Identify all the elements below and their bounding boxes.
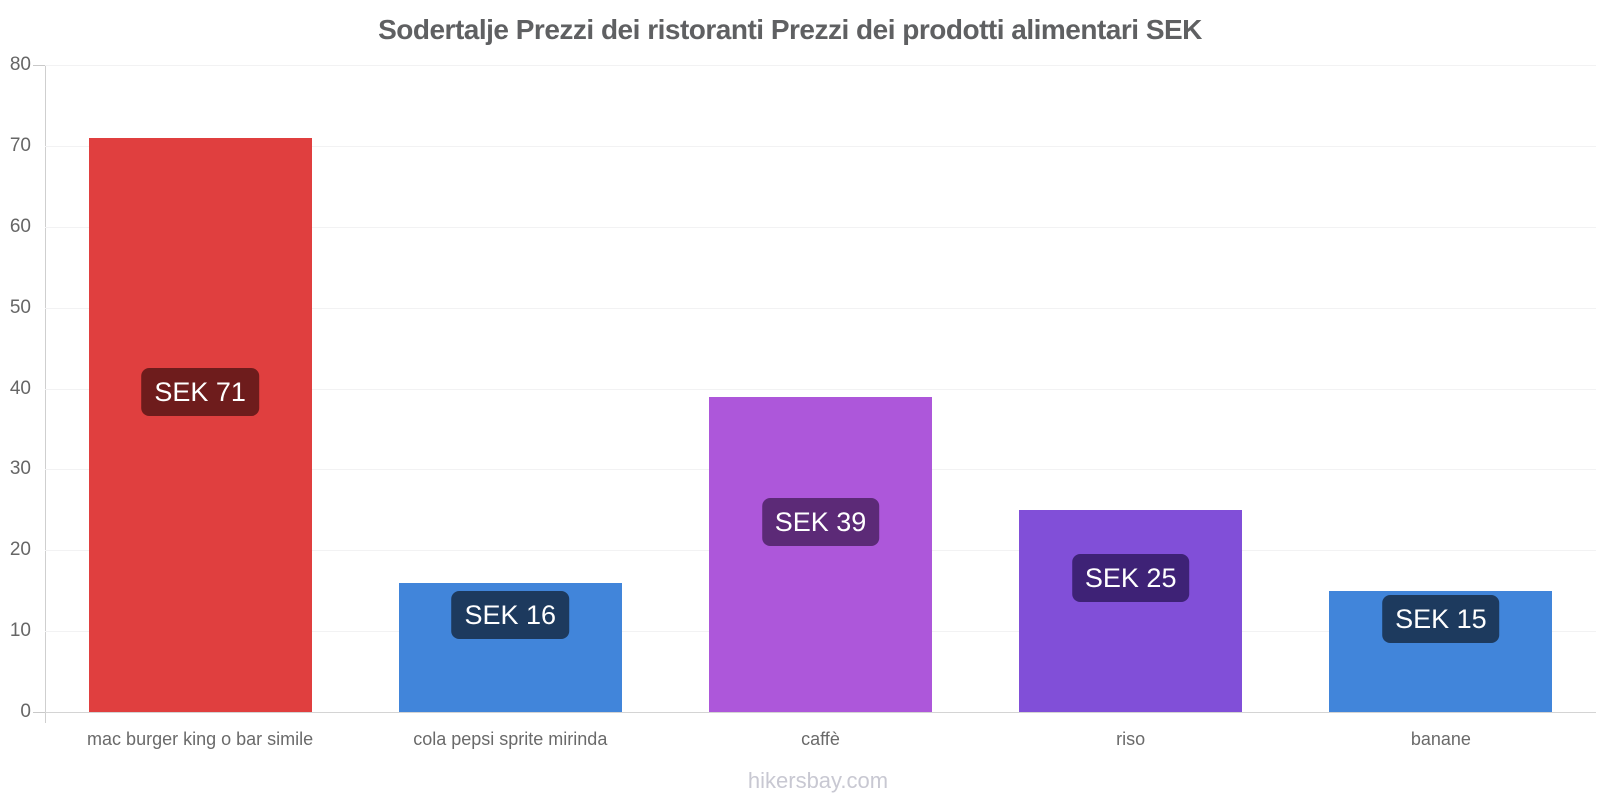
bar[interactable] xyxy=(1019,509,1243,712)
bar[interactable] xyxy=(88,137,312,712)
value-badge: SEK 15 xyxy=(1382,594,1500,643)
value-badge: SEK 25 xyxy=(1071,554,1190,603)
y-axis-label: 30 xyxy=(9,458,31,480)
bar[interactable] xyxy=(709,396,932,712)
axis-tick-zero xyxy=(33,712,45,713)
y-axis-label: 50 xyxy=(9,296,31,318)
value-badge: SEK 71 xyxy=(141,368,259,417)
y-axis-label: 0 xyxy=(20,701,31,722)
gridline xyxy=(45,226,1596,228)
x-axis-baseline xyxy=(45,712,1596,713)
y-axis-label: 70 xyxy=(9,134,31,156)
x-axis-label: riso xyxy=(1116,729,1146,749)
value-badge: SEK 16 xyxy=(451,590,570,639)
y-axis-label: 20 xyxy=(9,539,31,561)
y-axis-label: 10 xyxy=(9,620,31,642)
x-axis-label: mac burger king o bar simile xyxy=(87,729,314,749)
y-axis-label: 40 xyxy=(9,377,31,399)
value-badge: SEK 39 xyxy=(761,497,880,546)
y-axis-label: 60 xyxy=(9,215,31,237)
y-axis-label: 80 xyxy=(9,54,31,75)
x-axis-label: caffè xyxy=(801,729,840,749)
x-axis-label: banane xyxy=(1410,729,1471,749)
axis-tick-top xyxy=(33,65,45,66)
gridline xyxy=(45,307,1596,309)
x-axis-label: cola pepsi sprite mirinda xyxy=(413,729,608,749)
y-axis-line xyxy=(45,65,46,723)
gridline xyxy=(45,388,1596,390)
gridline xyxy=(45,65,1596,66)
gridline xyxy=(45,145,1596,147)
watermark: hikersbay.com xyxy=(747,768,889,793)
chart-title: Sodertalje Prezzi dei ristoranti Prezzi … xyxy=(378,14,1202,45)
